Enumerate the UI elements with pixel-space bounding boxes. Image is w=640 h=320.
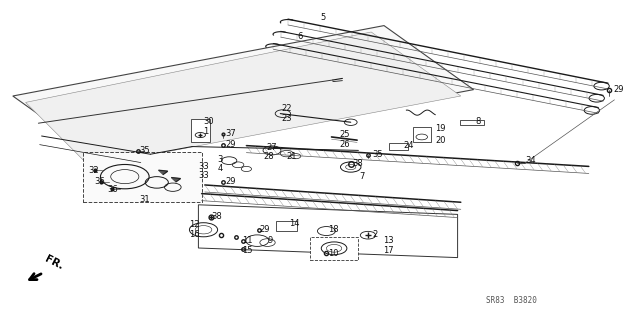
- Text: 24: 24: [403, 141, 413, 150]
- Text: 7: 7: [360, 172, 365, 181]
- Text: FR.: FR.: [44, 254, 65, 271]
- Text: 18: 18: [328, 225, 339, 234]
- Text: 35: 35: [140, 146, 150, 155]
- Polygon shape: [159, 170, 168, 174]
- Text: 4: 4: [218, 164, 223, 173]
- Text: 29: 29: [225, 177, 236, 186]
- Text: 29: 29: [613, 85, 623, 94]
- Text: 14: 14: [289, 219, 300, 228]
- Text: 20: 20: [435, 136, 445, 145]
- Text: 27: 27: [266, 143, 277, 152]
- Text: 2: 2: [372, 230, 378, 239]
- Text: 26: 26: [339, 140, 350, 149]
- Text: 23: 23: [282, 114, 292, 123]
- Text: 17: 17: [383, 246, 394, 255]
- Polygon shape: [13, 26, 474, 160]
- Polygon shape: [26, 32, 461, 166]
- Text: 6: 6: [297, 32, 302, 41]
- Text: 33: 33: [198, 171, 209, 180]
- Text: 35: 35: [372, 150, 383, 159]
- Text: 28: 28: [264, 152, 275, 161]
- Text: 29: 29: [259, 225, 269, 234]
- Text: 9: 9: [268, 236, 273, 245]
- Text: 1: 1: [204, 127, 209, 136]
- Text: 31: 31: [140, 195, 150, 204]
- Polygon shape: [172, 178, 180, 182]
- Text: SR83  B3820: SR83 B3820: [486, 296, 537, 305]
- FancyBboxPatch shape: [276, 221, 297, 231]
- Text: 11: 11: [242, 236, 252, 245]
- Text: 36: 36: [95, 177, 106, 186]
- FancyBboxPatch shape: [460, 120, 484, 125]
- Text: 25: 25: [339, 130, 349, 139]
- Text: 8: 8: [475, 117, 480, 126]
- Text: 22: 22: [282, 104, 292, 113]
- Text: 36: 36: [108, 185, 118, 194]
- Text: 19: 19: [435, 124, 445, 133]
- Text: 21: 21: [287, 152, 297, 161]
- Text: 13: 13: [383, 236, 394, 245]
- FancyBboxPatch shape: [310, 237, 358, 260]
- FancyBboxPatch shape: [413, 127, 431, 142]
- Text: 5: 5: [320, 13, 325, 22]
- Text: 38: 38: [352, 159, 363, 168]
- Text: 32: 32: [88, 166, 99, 175]
- Text: 3: 3: [218, 155, 223, 164]
- Text: 38: 38: [211, 212, 222, 221]
- Text: 29: 29: [225, 140, 236, 149]
- Text: 15: 15: [242, 246, 252, 255]
- Text: 12: 12: [189, 220, 199, 229]
- FancyBboxPatch shape: [191, 119, 210, 142]
- Text: 30: 30: [204, 117, 214, 126]
- Text: 37: 37: [225, 129, 236, 138]
- Text: 33: 33: [198, 162, 209, 171]
- Text: 34: 34: [525, 156, 536, 165]
- FancyBboxPatch shape: [83, 152, 202, 202]
- Text: 10: 10: [328, 249, 338, 258]
- Text: 16: 16: [189, 230, 200, 239]
- FancyBboxPatch shape: [389, 143, 408, 150]
